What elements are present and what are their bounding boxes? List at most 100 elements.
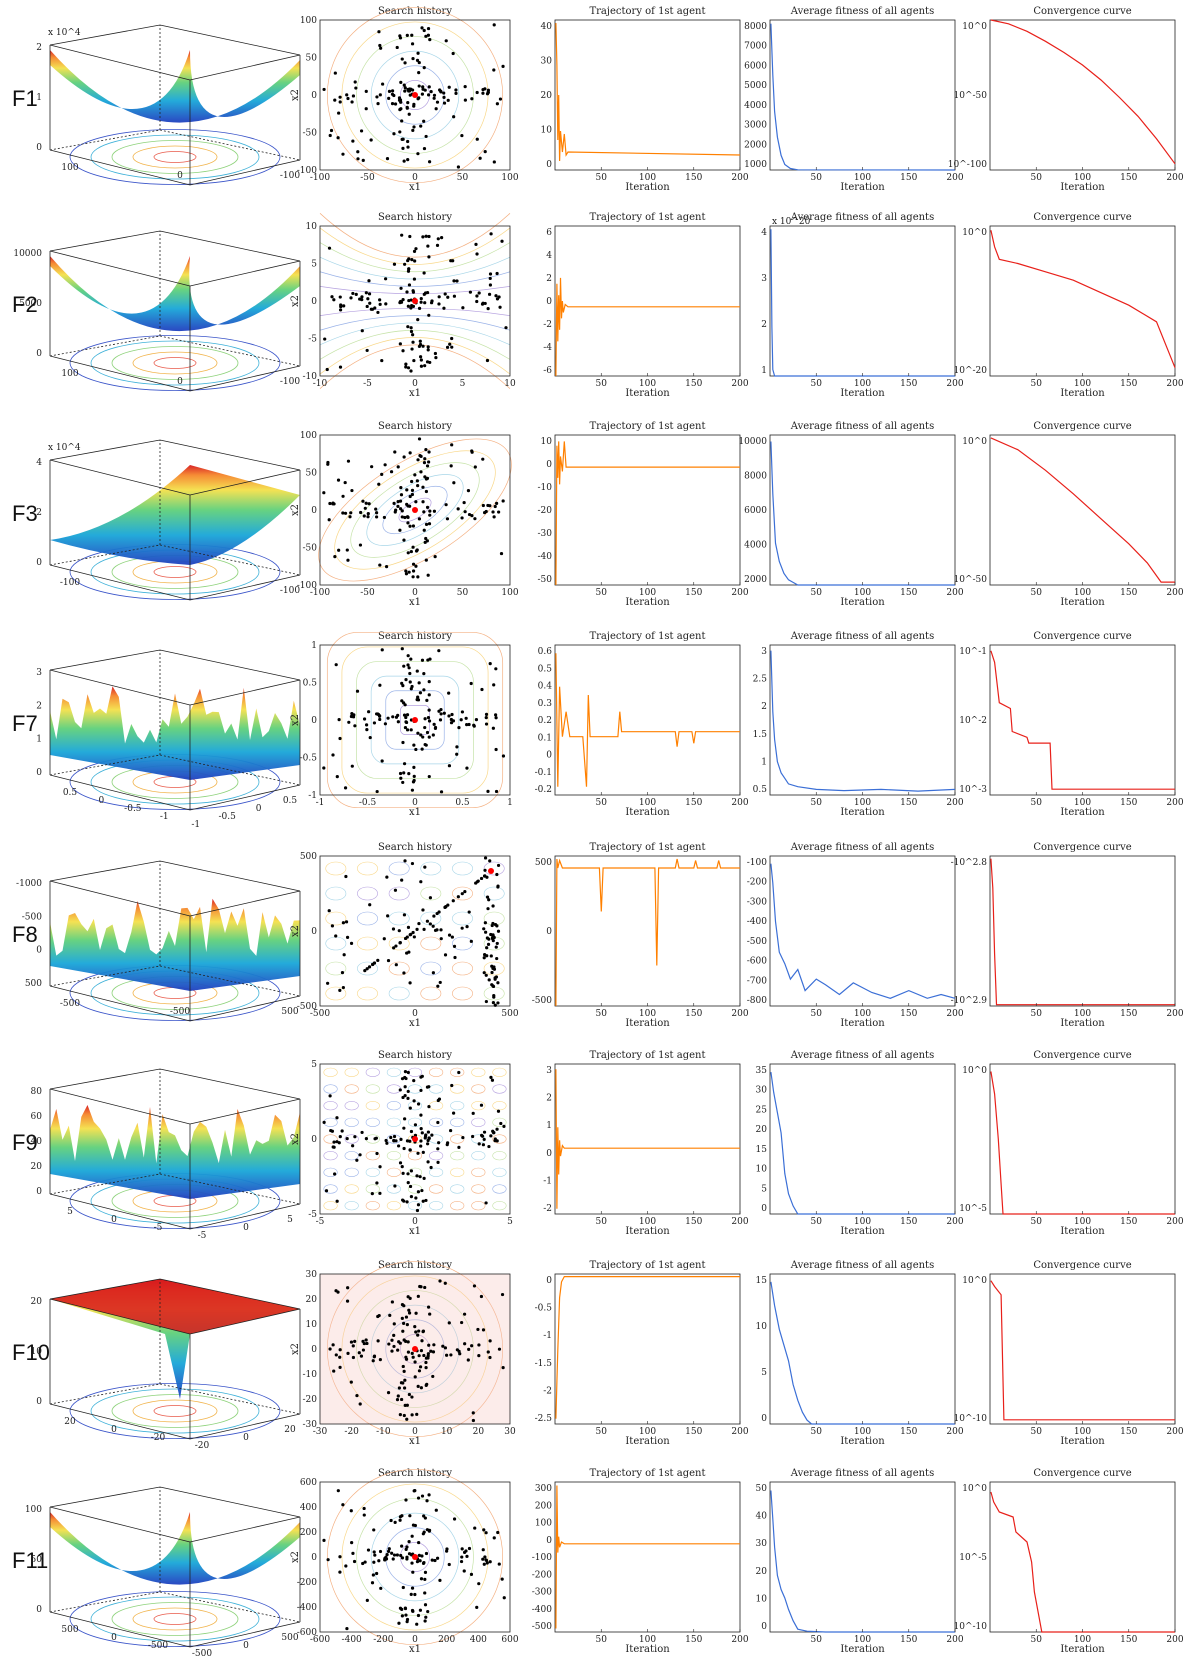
- contour-line: [344, 1151, 359, 1161]
- search-point: [413, 1375, 417, 1379]
- contour-line: [344, 1067, 359, 1077]
- search-point: [410, 1561, 414, 1565]
- search-point: [399, 1381, 404, 1385]
- box-edge: [49, 1611, 191, 1648]
- average-ytick-label: 4: [761, 228, 767, 238]
- search-point: [421, 908, 425, 912]
- search-point: [331, 1343, 335, 1347]
- search-point: [382, 515, 386, 520]
- search-point: [449, 721, 454, 725]
- search-point: [341, 921, 346, 925]
- trajectory-xtick-label: 100: [639, 1427, 656, 1437]
- search-point: [401, 298, 405, 302]
- search-point: [390, 92, 395, 96]
- surface-xtick-label: -100: [60, 578, 80, 588]
- row-label: F11: [12, 1548, 48, 1573]
- average-ytick-label: 50: [756, 1484, 768, 1494]
- search-title: Search history: [378, 842, 452, 853]
- box-edge: [49, 250, 191, 287]
- search-point: [484, 712, 489, 716]
- search-point: [403, 936, 408, 941]
- best-solution-marker: [412, 1554, 418, 1560]
- search-ytick-label: 100: [300, 431, 317, 441]
- search-point: [414, 500, 418, 504]
- best-solution-marker: [488, 868, 494, 874]
- search-point: [422, 1353, 426, 1358]
- average-frame: [769, 19, 956, 171]
- contour-line: [450, 1167, 465, 1177]
- search-point: [447, 691, 451, 695]
- search-point: [382, 937, 386, 941]
- surface-xtick-label: 0: [111, 1425, 117, 1435]
- contour-line: [471, 1117, 486, 1127]
- search-point: [419, 733, 423, 737]
- search-point: [404, 365, 408, 369]
- search-point: [463, 85, 467, 89]
- search-point: [433, 555, 437, 559]
- search-points: [322, 437, 505, 579]
- contour-line: [382, 485, 448, 535]
- search-point: [419, 1144, 423, 1148]
- search-point: [380, 358, 384, 363]
- search-point: [493, 1139, 497, 1143]
- search-point: [403, 1117, 407, 1121]
- row-label: F2: [12, 292, 38, 317]
- contour-line: [325, 961, 347, 976]
- surface-xtick-label: -0.5: [124, 804, 142, 814]
- search-point: [338, 365, 343, 369]
- contour-line: [356, 661, 474, 779]
- search-point: [410, 1586, 415, 1590]
- box-edge: [49, 985, 191, 1022]
- average-ytick-label: 7000: [744, 42, 767, 52]
- contour-line: [450, 1184, 465, 1194]
- search-point: [432, 93, 437, 97]
- average-xtick-label: 200: [946, 1635, 963, 1645]
- search-point: [399, 776, 403, 780]
- search-point: [406, 1181, 410, 1185]
- search-point: [363, 506, 367, 510]
- surface-ztick-label: -1000: [16, 879, 42, 889]
- contour-line: [365, 1117, 380, 1127]
- search-point: [364, 501, 368, 505]
- search-point: [349, 511, 353, 515]
- average-xtick-label: 100: [854, 798, 871, 808]
- search-point: [331, 753, 335, 757]
- box-edge: [189, 1621, 301, 1648]
- contour-line: [344, 1201, 359, 1211]
- search-point: [424, 234, 428, 238]
- search-point: [402, 455, 406, 459]
- search-point: [404, 1613, 408, 1617]
- search-point: [390, 1551, 394, 1555]
- contour-line: [341, 1483, 489, 1631]
- search-point: [409, 329, 414, 334]
- contour-line: [323, 1151, 338, 1161]
- trajectory-ytick-label: -200: [532, 1570, 552, 1580]
- average-title: Average fitness of all agents: [790, 212, 934, 223]
- average-xtick-label: 100: [854, 379, 871, 389]
- search-xtick-label: -10: [313, 379, 328, 389]
- search-point: [372, 1354, 377, 1358]
- contour-line: [483, 886, 505, 901]
- search-point: [429, 1349, 433, 1353]
- contour-line: [420, 886, 442, 901]
- base-contour: [153, 357, 197, 369]
- average-ytick-label: 10000: [738, 437, 767, 447]
- surface-xtick-label: -20: [195, 1441, 210, 1451]
- search-xtick-label: -0.5: [359, 798, 377, 808]
- search-ytick-label: -10: [303, 1370, 318, 1380]
- search-point: [400, 878, 404, 882]
- search-point: [474, 242, 478, 246]
- search-point: [378, 298, 382, 302]
- surface-ztick-label: 0: [36, 143, 42, 153]
- search-point: [403, 1386, 407, 1390]
- search-point: [362, 717, 367, 721]
- surface-ztick-label: 0: [36, 349, 42, 359]
- trajectory-xtick-label: 50: [596, 1217, 608, 1227]
- average-xtick-label: 50: [811, 798, 823, 808]
- search-point: [500, 239, 504, 243]
- convergence-xtick-label: 200: [1166, 588, 1183, 598]
- average-ytick-label: 3: [761, 647, 767, 657]
- search-point: [455, 745, 459, 749]
- contour-line: [388, 861, 410, 876]
- search-point: [419, 300, 423, 304]
